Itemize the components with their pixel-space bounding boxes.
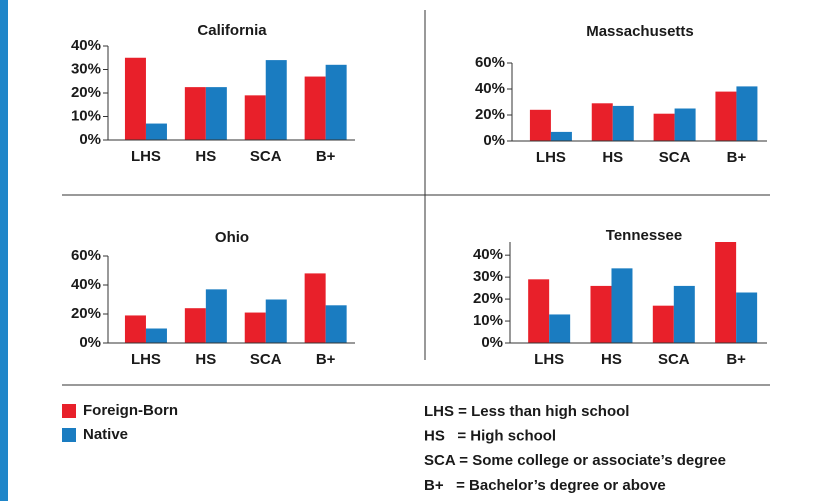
legend-label: Foreign-Born <box>83 402 178 419</box>
bar <box>674 108 696 141</box>
y-tick-label: 20% <box>475 106 505 123</box>
bar <box>265 299 287 343</box>
y-tick-label: 30% <box>71 60 101 77</box>
bar <box>529 109 551 141</box>
y-tick-label: 20% <box>71 305 101 322</box>
x-tick-label: SCA <box>659 149 691 166</box>
y-tick-label: 0% <box>79 334 101 351</box>
bar <box>715 91 737 141</box>
x-tick-label: HS <box>195 148 216 165</box>
bar <box>673 285 695 343</box>
legend-label: Native <box>83 426 128 443</box>
y-tick-label: 60% <box>475 54 505 71</box>
x-tick-label: B+ <box>727 149 747 166</box>
x-tick-label: LHS <box>534 351 564 368</box>
x-tick-label: SCA <box>250 148 282 165</box>
bar <box>244 95 266 140</box>
bar <box>715 242 737 343</box>
y-tick-label: 60% <box>71 247 101 264</box>
key-entry: B+ = Bachelor’s degree or above <box>424 477 666 494</box>
bar <box>653 113 675 141</box>
bar <box>145 328 167 343</box>
bar <box>205 289 227 343</box>
bar <box>124 315 146 343</box>
key-entry: HS = High school <box>424 428 556 445</box>
y-tick-label: 40% <box>71 276 101 293</box>
bar <box>244 312 266 343</box>
y-tick-label: 0% <box>481 334 503 351</box>
key-entry: SCA = Some college or associate’s degree <box>424 452 726 469</box>
x-tick-label: LHS <box>131 148 161 165</box>
y-tick-label: 10% <box>71 107 101 124</box>
bar <box>611 268 633 343</box>
bar <box>528 279 550 343</box>
chart-title: Tennessee <box>606 227 682 244</box>
y-tick-label: 10% <box>473 312 503 329</box>
bar <box>325 305 347 343</box>
x-tick-label: B+ <box>316 351 336 368</box>
x-tick-label: HS <box>601 351 622 368</box>
side-border <box>0 0 8 501</box>
bar <box>304 273 326 343</box>
y-tick-label: 20% <box>473 290 503 307</box>
x-tick-label: SCA <box>250 351 282 368</box>
x-tick-label: LHS <box>131 351 161 368</box>
bar <box>612 105 634 141</box>
y-tick-label: 0% <box>483 132 505 149</box>
bar <box>304 76 326 140</box>
bar <box>205 87 227 140</box>
bar <box>736 86 758 141</box>
bar <box>652 305 674 343</box>
bar <box>550 131 572 141</box>
bar <box>124 57 146 140</box>
bar <box>184 87 206 140</box>
legend-swatch <box>62 428 76 442</box>
x-tick-label: HS <box>195 351 216 368</box>
legend-swatch <box>62 404 76 418</box>
chart-title: California <box>197 22 267 39</box>
x-tick-label: HS <box>602 149 623 166</box>
x-tick-label: SCA <box>658 351 690 368</box>
bar <box>265 60 287 140</box>
bar <box>184 308 206 343</box>
y-tick-label: 40% <box>475 80 505 97</box>
key-entry: LHS = Less than high school <box>424 403 629 420</box>
y-tick-label: 40% <box>71 37 101 54</box>
y-tick-label: 40% <box>473 246 503 263</box>
bar <box>591 103 613 141</box>
bar <box>590 285 612 343</box>
chart-title: Massachusetts <box>586 23 694 40</box>
y-tick-label: 30% <box>473 268 503 285</box>
x-tick-label: LHS <box>536 149 566 166</box>
bar <box>145 123 167 140</box>
y-tick-label: 0% <box>79 131 101 148</box>
bar <box>549 314 571 343</box>
bar <box>736 292 758 343</box>
x-tick-label: B+ <box>726 351 746 368</box>
x-tick-label: B+ <box>316 148 336 165</box>
bar <box>325 64 347 140</box>
chart-title: Ohio <box>215 229 249 246</box>
y-tick-label: 20% <box>71 84 101 101</box>
